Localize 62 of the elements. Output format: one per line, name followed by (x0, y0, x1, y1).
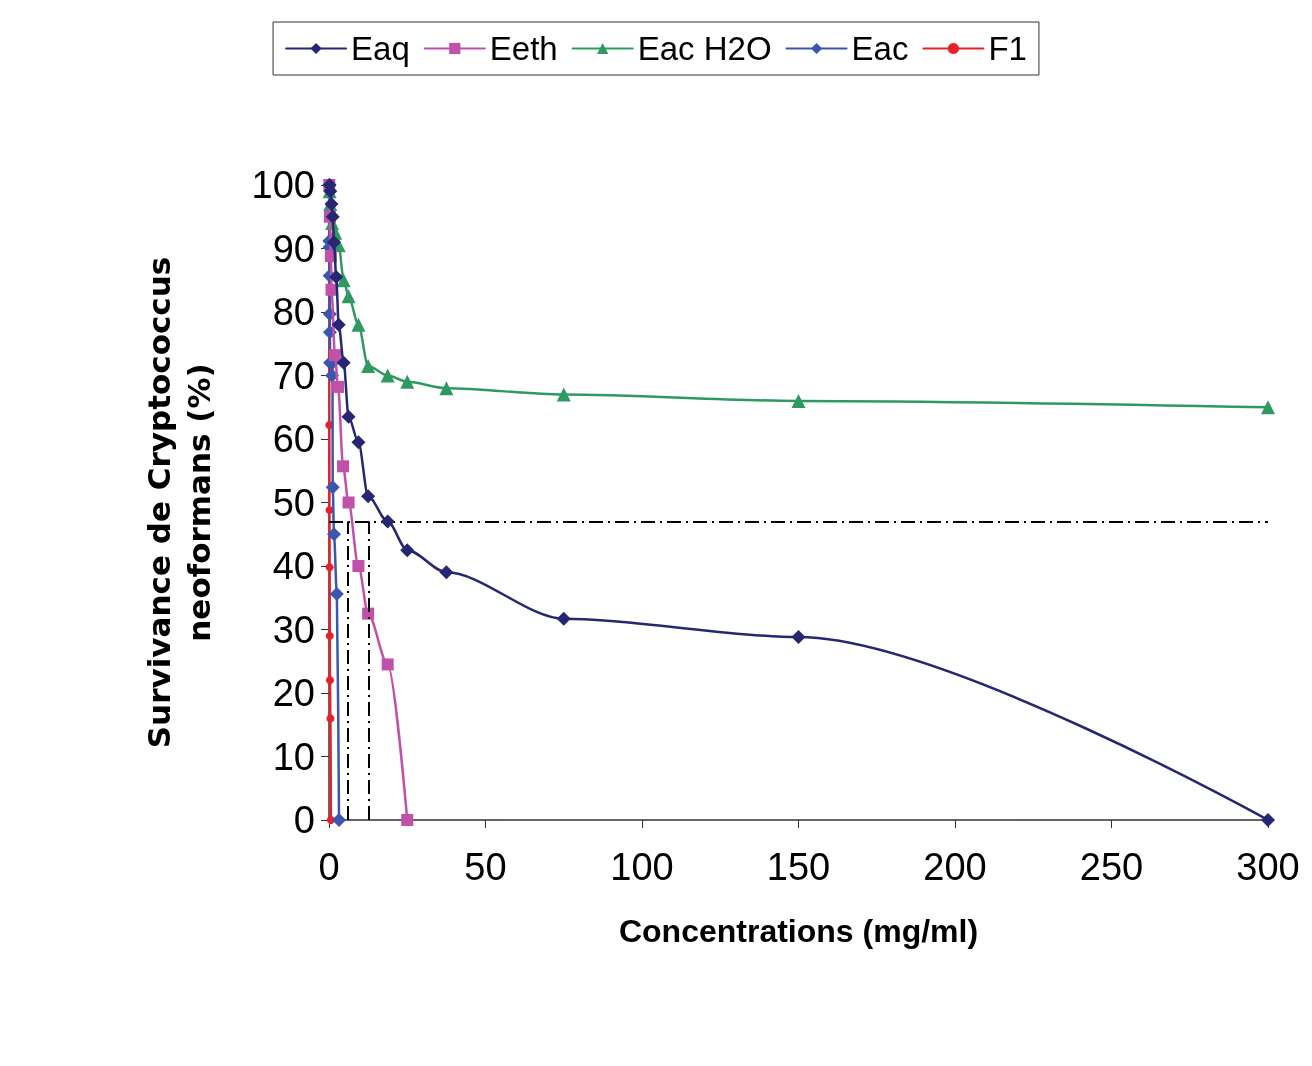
point (329, 586, 344, 601)
point (351, 317, 366, 332)
y-tick-label: 50 (272, 481, 315, 524)
x-axis-title: Concentrations (mg/ml) (618, 913, 979, 949)
point (401, 814, 414, 826)
x-tick-label: 300 (1236, 846, 1300, 888)
point (791, 630, 806, 645)
point (325, 209, 340, 224)
point (380, 368, 395, 383)
point (327, 527, 342, 542)
point (361, 489, 376, 504)
x-tick-label: 200 (923, 846, 987, 888)
y-tick-label: 20 (272, 672, 315, 714)
point (400, 374, 415, 389)
point (337, 460, 350, 473)
point (325, 631, 334, 640)
point (325, 563, 334, 572)
y-axis-title: Survivance de Cryptococcus neoformans (%) (141, 256, 217, 749)
point (331, 317, 346, 332)
point (361, 358, 376, 373)
point (327, 235, 342, 250)
legend-label: Eac H2O (637, 30, 772, 67)
y-tick-label: 40 (272, 545, 315, 587)
x-tick-label: 150 (766, 846, 831, 888)
legend-label: Eaq (351, 30, 410, 67)
point (325, 676, 334, 685)
point (341, 289, 356, 304)
point (380, 514, 395, 529)
point (329, 270, 344, 285)
point (791, 393, 806, 408)
y-tick-label: 0 (293, 799, 315, 841)
point (336, 355, 351, 370)
point (381, 658, 394, 671)
point (439, 381, 454, 396)
point (325, 480, 340, 495)
legend-label: F1 (988, 30, 1027, 67)
x-tick-label: 250 (1079, 846, 1144, 888)
x-tick-label: 50 (464, 846, 507, 888)
point (341, 409, 356, 424)
legend-label: Eac (851, 30, 909, 67)
y-tick-label: 80 (272, 291, 315, 333)
point (326, 816, 335, 824)
point (400, 543, 415, 558)
point (328, 349, 341, 362)
point (351, 435, 366, 450)
point (332, 380, 345, 393)
point (362, 607, 375, 620)
point (556, 611, 571, 626)
point (439, 565, 454, 580)
point (556, 387, 571, 402)
y-tick-label: 100 (251, 164, 315, 206)
y-tick-label: 30 (272, 608, 315, 651)
y-tick-label: 60 (272, 418, 315, 460)
point (326, 714, 335, 723)
point (342, 496, 355, 509)
y-tick-label: 70 (272, 354, 315, 397)
point (352, 560, 365, 572)
y-tick-label: 90 (272, 227, 315, 270)
point (1261, 400, 1275, 415)
y-tick-label: 10 (272, 735, 315, 778)
x-tick-label: 100 (610, 846, 674, 888)
legend-label: Eeth (489, 30, 558, 67)
